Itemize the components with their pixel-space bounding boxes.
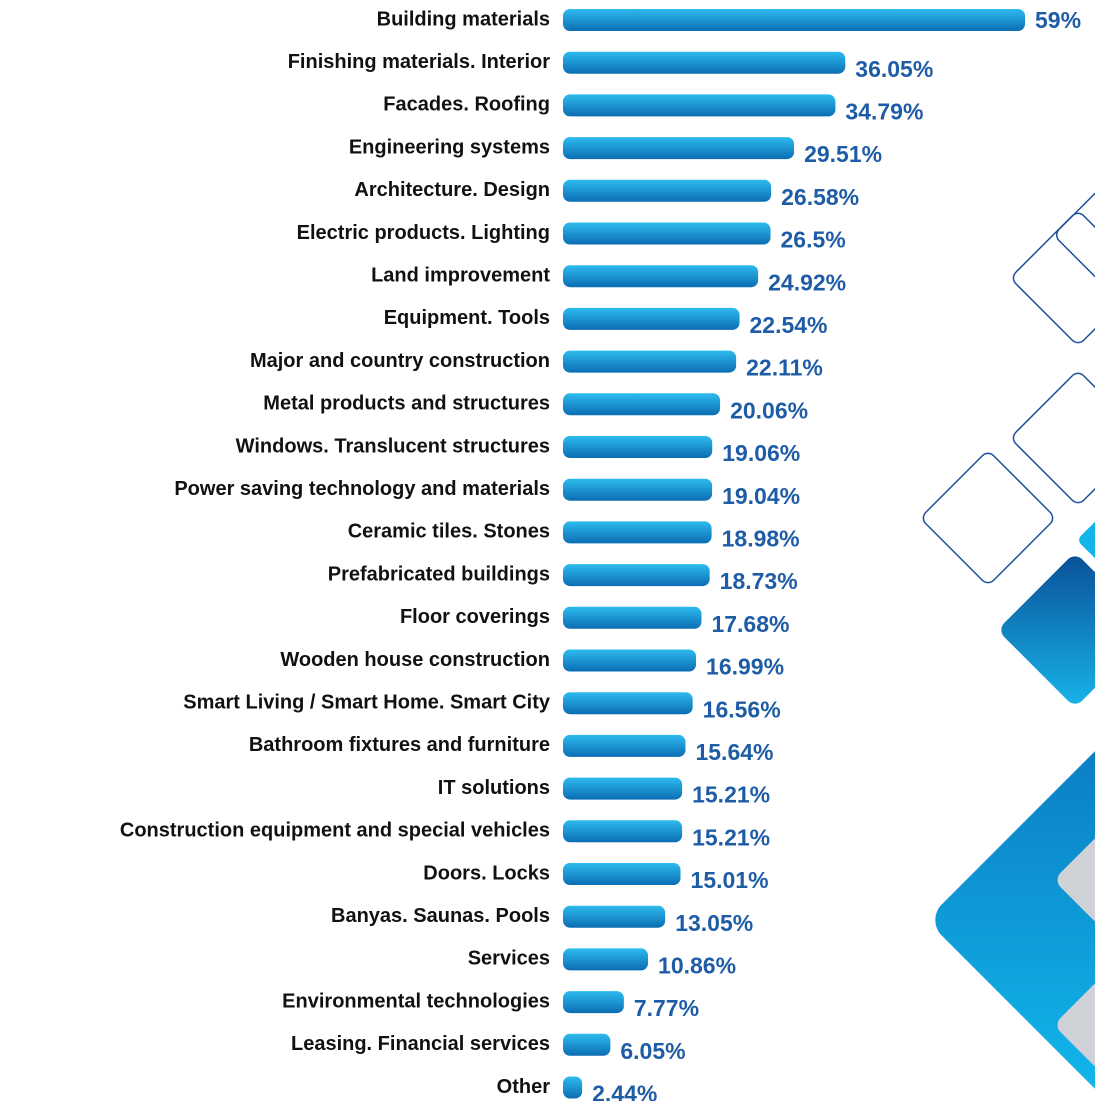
- value-label: 59%: [1035, 7, 1081, 33]
- bar: [563, 564, 710, 586]
- value-label: 13.05%: [675, 910, 753, 936]
- bar: [563, 9, 1025, 31]
- bar: [563, 137, 794, 159]
- category-label: Wooden house construction: [280, 649, 550, 671]
- category-label: Equipment. Tools: [384, 307, 550, 329]
- bar: [563, 692, 693, 714]
- category-label: Floor coverings: [400, 606, 550, 628]
- bar: [563, 180, 771, 202]
- value-label: 15.21%: [692, 824, 770, 850]
- category-label: Metal products and structures: [263, 393, 550, 415]
- bar: [563, 991, 624, 1013]
- category-label: Windows. Translucent structures: [236, 435, 550, 457]
- value-label: 10.86%: [658, 952, 736, 978]
- value-label: 34.79%: [845, 98, 923, 124]
- bar: [563, 94, 835, 116]
- category-label: Major and country construction: [250, 350, 550, 372]
- diamond: [926, 736, 1095, 1101]
- category-label: Prefabricated buildings: [328, 563, 550, 585]
- value-label: 7.77%: [634, 995, 699, 1021]
- category-label: Construction equipment and special vehic…: [120, 820, 550, 842]
- value-label: 22.11%: [746, 355, 823, 381]
- value-label: 22.54%: [749, 312, 827, 338]
- bar: [563, 607, 701, 629]
- category-label: Smart Living / Smart Home. Smart City: [183, 691, 551, 713]
- category-label: Doors. Locks: [423, 862, 550, 884]
- bar: [563, 521, 712, 543]
- category-label: Finishing materials. Interior: [288, 51, 550, 73]
- diamond-outline: [1010, 210, 1095, 346]
- bar: [563, 778, 682, 800]
- category-label: Architecture. Design: [354, 179, 550, 201]
- value-label: 19.06%: [722, 440, 800, 466]
- value-label: 16.56%: [703, 696, 781, 722]
- bar: [563, 1077, 582, 1099]
- category-label: Other: [497, 1076, 551, 1098]
- diamond-outline: [1053, 178, 1095, 291]
- bar: [563, 650, 696, 672]
- value-label: 15.64%: [695, 739, 773, 765]
- bar: [563, 351, 736, 373]
- bar: [563, 948, 648, 970]
- value-label: 20.06%: [730, 397, 808, 423]
- category-label: Services: [468, 948, 550, 970]
- bar: [563, 436, 712, 458]
- bar: [563, 863, 681, 885]
- bar: [563, 265, 758, 287]
- value-label: 29.51%: [804, 141, 882, 167]
- category-label: Facades. Roofing: [383, 94, 550, 116]
- value-label: 15.01%: [691, 867, 769, 893]
- category-label: IT solutions: [438, 777, 550, 799]
- bar: [563, 479, 712, 501]
- category-label: Engineering systems: [349, 136, 550, 158]
- value-label: 24.92%: [768, 269, 846, 295]
- value-label: 18.98%: [722, 525, 800, 551]
- bar: [563, 308, 739, 330]
- bar: [563, 735, 685, 757]
- bar: [563, 906, 665, 928]
- plot: Building materials 59% Finishing materials…: [120, 7, 1081, 1101]
- value-label: 17.68%: [711, 611, 789, 637]
- bar: [563, 1034, 610, 1056]
- decoration: [920, 178, 1095, 585]
- chart: Building materials 59% Finishing materials…: [0, 0, 1095, 1101]
- bar: [563, 820, 682, 842]
- value-label: 19.04%: [722, 483, 800, 509]
- value-label: 26.5%: [781, 227, 846, 253]
- value-label: 16.99%: [706, 654, 784, 680]
- value-label: 26.58%: [781, 184, 859, 210]
- category-label: Banyas. Saunas. Pools: [331, 905, 550, 927]
- category-label: Building materials: [377, 8, 550, 30]
- category-label: Power saving technology and materials: [174, 478, 550, 500]
- category-label: Environmental technologies: [282, 990, 550, 1012]
- bar: [563, 393, 720, 415]
- category-label: Land improvement: [371, 264, 550, 286]
- value-label: 15.21%: [692, 782, 770, 808]
- category-label: Bathroom fixtures and furniture: [249, 734, 550, 756]
- category-label: Leasing. Financial services: [291, 1033, 550, 1055]
- value-label: 2.44%: [592, 1081, 657, 1101]
- value-label: 6.05%: [620, 1038, 685, 1064]
- category-label: Ceramic tiles. Stones: [348, 521, 550, 543]
- diamond: [997, 552, 1095, 708]
- value-label: 18.73%: [720, 568, 798, 594]
- value-label: 36.05%: [855, 56, 933, 82]
- category-label: Electric products. Lighting: [297, 222, 550, 244]
- bar: [563, 223, 771, 245]
- diamond-outline: [920, 450, 1056, 586]
- bar: [563, 52, 845, 74]
